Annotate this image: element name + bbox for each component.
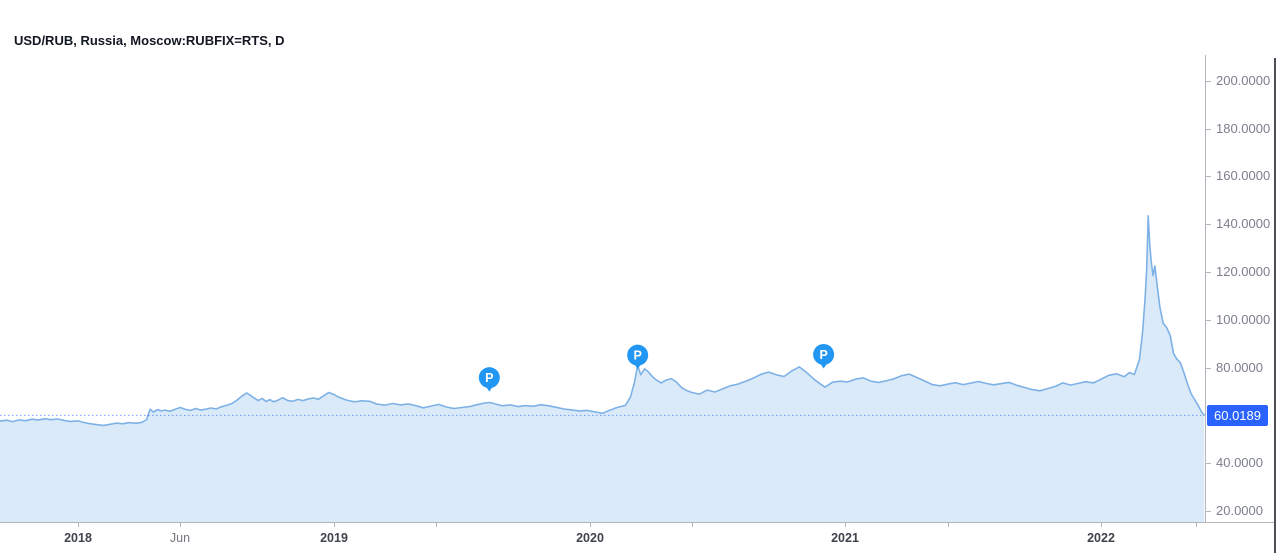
price-axis[interactable]: 200.0000 180.0000 160.0000 140.0000 120.0000… <box>1205 55 1277 522</box>
event-markers: P P P <box>478 343 835 392</box>
price-tick-mark <box>1206 368 1211 369</box>
price-tick-label: 180.0000 <box>1216 121 1271 136</box>
flag-marker[interactable]: P <box>627 344 649 370</box>
time-tick-mark <box>692 523 693 527</box>
price-tick-label: 40.0000 <box>1216 455 1263 470</box>
flag-marker[interactable]: P <box>813 343 835 369</box>
flag-marker-letter: P <box>819 348 827 362</box>
time-tick-label: Jun <box>169 531 191 545</box>
time-tick-label: 2020 <box>576 531 604 545</box>
window-scrollbar[interactable] <box>1274 58 1276 553</box>
flag-marker-letter: P <box>485 371 493 385</box>
time-axis[interactable]: 2018 Jun 2019 2020 2021 2022 <box>0 522 1276 553</box>
time-tick-mark <box>948 523 949 527</box>
time-tick-mark <box>334 523 335 527</box>
price-tick-label: 200.0000 <box>1216 73 1271 88</box>
price-tick-label: 20.0000 <box>1216 503 1263 518</box>
flag-marker-circle <box>627 344 649 366</box>
flag-marker-circle <box>478 367 500 389</box>
price-tick-mark <box>1206 272 1211 273</box>
price-tick-mark <box>1206 129 1211 130</box>
series-area-fill <box>0 215 1205 522</box>
time-tick-mark <box>180 523 181 527</box>
last-price-label: 60.0189 <box>1207 405 1268 426</box>
series-line <box>0 215 1205 427</box>
price-chart-pane[interactable]: P P P <box>0 55 1205 522</box>
time-tick-mark <box>1196 523 1197 527</box>
time-tick-label: 2018 <box>64 531 92 545</box>
price-tick-mark <box>1206 176 1211 177</box>
time-tick-mark <box>1101 523 1102 527</box>
flag-marker[interactable]: P <box>478 367 500 392</box>
price-tick-mark <box>1206 511 1211 512</box>
price-tick-mark <box>1206 320 1211 321</box>
flag-marker-circle <box>813 343 835 365</box>
price-tick-mark <box>1206 463 1211 464</box>
price-tick-label: 80.0000 <box>1216 360 1263 375</box>
time-tick-label: 2022 <box>1087 531 1115 545</box>
time-tick-label: 2021 <box>831 531 859 545</box>
price-tick-label: 120.0000 <box>1216 264 1271 279</box>
flag-marker-letter: P <box>633 349 641 363</box>
time-tick-mark <box>590 523 591 527</box>
price-tick-mark <box>1206 81 1211 82</box>
time-tick-mark <box>845 523 846 527</box>
price-tick-label: 100.0000 <box>1216 312 1271 327</box>
price-tick-mark <box>1206 224 1211 225</box>
price-tick-label: 140.0000 <box>1216 216 1271 231</box>
time-tick-mark <box>436 523 437 527</box>
time-tick-label: 2019 <box>320 531 348 545</box>
symbol-title: USD/RUB, Russia, Moscow:RUBFIX=RTS, D <box>14 33 285 48</box>
time-tick-mark <box>78 523 79 527</box>
price-tick-label: 160.0000 <box>1216 168 1271 183</box>
